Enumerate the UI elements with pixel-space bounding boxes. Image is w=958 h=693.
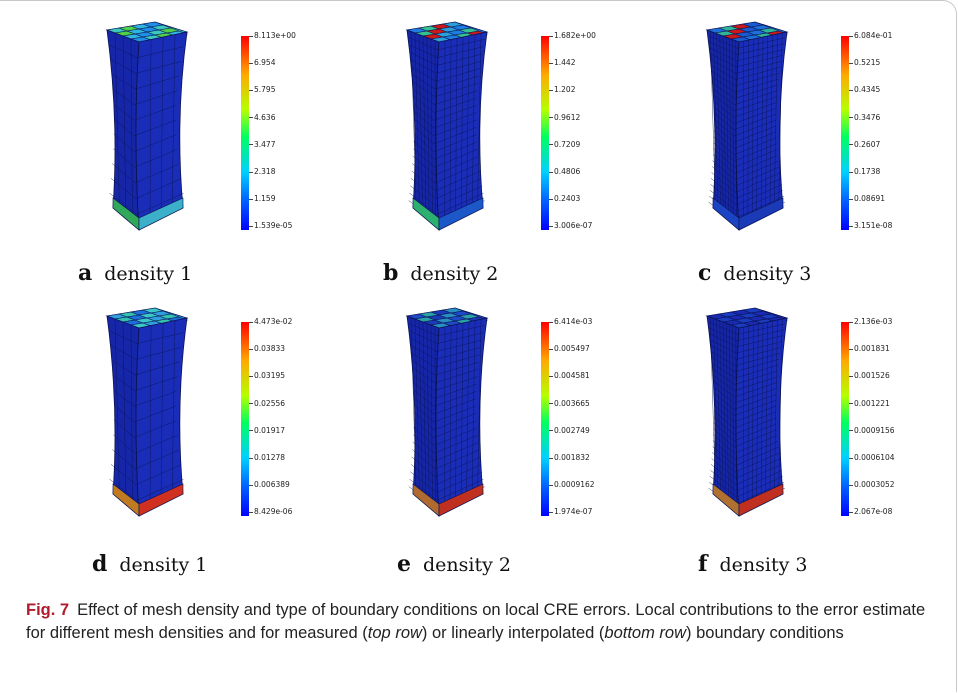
colorbar-tick-label: 1.682e+00 [549, 32, 596, 40]
panel-e: 6.414e-03 0.005497 0.004581 0.003665 0.00274… [395, 306, 695, 576]
panel-label-a: a density 1 [78, 260, 192, 286]
panel-c: 6.084e-01 0.5215 0.4345 0.3476 0.2607 0.1738 0… [695, 20, 958, 290]
colorbar-tick-label: 4.473e-02 [249, 318, 292, 326]
caption-em-bottom-row: bottom row [604, 624, 687, 642]
colorbar-d [241, 322, 249, 516]
colorbar-ticks-e: 6.414e-03 0.005497 0.004581 0.003665 0.00274… [549, 318, 619, 518]
colorbar-tick-label: 8.113e+00 [249, 32, 296, 40]
colorbar-tick-label: 1.159 [249, 195, 275, 203]
colorbar-tick-label: 0.0003052 [849, 481, 895, 489]
colorbar-tick-label: 6.414e-03 [549, 318, 592, 326]
colorbar-b [541, 36, 549, 230]
panel-label-c: c density 3 [698, 260, 811, 286]
panel-letter: e [397, 551, 411, 577]
colorbar-tick-label: 2.067e-08 [849, 508, 892, 516]
colorbar-tick-label: 2.318 [249, 168, 275, 176]
colorbar-tick-label: 0.002749 [549, 426, 590, 435]
colorbar-e [541, 322, 549, 516]
colorbar-tick-label: 0.001221 [849, 399, 890, 408]
caption-em-top-row: top row [367, 624, 422, 642]
caption-text-2: ) or linearly interpolated ( [421, 624, 605, 642]
colorbar-c [841, 36, 849, 230]
panel-label-d: d density 1 [92, 551, 207, 577]
colorbar-tick-label: 0.0009156 [849, 426, 895, 435]
colorbar-tick-label: 6.084e-01 [849, 32, 892, 40]
colorbar-tick-label: 0.03833 [249, 345, 285, 353]
caption-text-1: Effect of mesh density and type of bound… [26, 601, 926, 642]
panel-letter: b [383, 260, 399, 286]
colorbar-tick-label: 0.03195 [249, 372, 285, 380]
colorbar-tick-label: 8.429e-06 [249, 508, 292, 516]
colorbar-tick-label: 0.0006104 [849, 454, 895, 462]
colorbar-f [841, 322, 849, 516]
colorbar-tick-label: 0.006389 [249, 481, 290, 489]
colorbar-ticks-c: 6.084e-01 0.5215 0.4345 0.3476 0.2607 0.1738 0… [849, 32, 919, 232]
colorbar-ticks-a: 8.113e+00 6.954 5.795 4.636 3.477 2.318 1.159 1… [249, 32, 319, 232]
colorbar-tick-label: 0.004581 [549, 372, 590, 380]
panel-density-label: density 1 [119, 554, 208, 576]
figure-number: Fig. 7 [26, 601, 70, 619]
mesh-column-c [705, 21, 789, 231]
colorbar-tick-label: 3.477 [249, 140, 275, 149]
mesh-column-e [405, 307, 489, 517]
colorbar-tick-label: 3.006e-07 [549, 222, 592, 230]
colorbar-tick-label: 0.3476 [849, 113, 880, 122]
colorbar-tick-label: 0.001832 [549, 454, 590, 462]
panel-label-e: e density 2 [397, 551, 511, 577]
colorbar-tick-label: 0.5215 [849, 59, 880, 67]
mesh-column-d [105, 307, 189, 517]
panel-d: 4.473e-02 0.03833 0.03195 0.02556 0.01917 0.0… [95, 306, 395, 576]
panel-density-label: density 2 [410, 263, 499, 285]
panel-density-label: density 3 [723, 263, 812, 285]
caption-text-3: ) boundary conditions [686, 624, 844, 642]
panel-density-label: density 3 [719, 554, 808, 576]
colorbar-tick-label: 6.954 [249, 59, 275, 67]
panel-letter: d [92, 551, 108, 577]
mesh-column-b [405, 21, 489, 231]
panel-density-label: density 1 [104, 263, 193, 285]
colorbar-tick-label: 0.2607 [849, 140, 880, 149]
panel-a: 8.113e+00 6.954 5.795 4.636 3.477 2.318 1.159 1… [95, 20, 395, 290]
mesh-column-a [105, 21, 189, 231]
panel-label-b: b density 2 [383, 260, 498, 286]
colorbar-tick-label: 0.08691 [849, 195, 885, 203]
colorbar-tick-label: 4.636 [249, 113, 275, 122]
colorbar-tick-label: 0.001831 [849, 345, 890, 353]
colorbar-tick-label: 2.136e-03 [849, 318, 892, 326]
colorbar-tick-label: 0.2403 [549, 195, 580, 203]
colorbar-tick-label: 0.0009162 [549, 481, 595, 489]
panel-b: 1.682e+00 1.442 1.202 0.9612 0.7209 0.4806 0.2… [395, 20, 695, 290]
colorbar-ticks-f: 2.136e-03 0.001831 0.001526 0.001221 0.00091… [849, 318, 919, 518]
panel-f: 2.136e-03 0.001831 0.001526 0.001221 0.00091… [695, 306, 958, 576]
colorbar-tick-label: 0.7209 [549, 140, 580, 149]
colorbar-tick-label: 0.005497 [549, 345, 590, 353]
panel-letter: c [698, 260, 712, 286]
colorbar-tick-label: 0.1738 [849, 168, 880, 176]
colorbar-ticks-b: 1.682e+00 1.442 1.202 0.9612 0.7209 0.4806 0.2… [549, 32, 619, 232]
panel-letter: a [78, 260, 93, 286]
panel-label-f: f density 3 [698, 551, 807, 577]
figure-caption: Fig. 7 Effect of mesh density and type of… [26, 599, 941, 645]
colorbar-tick-label: 1.442 [549, 59, 575, 67]
colorbar-tick-label: 1.974e-07 [549, 508, 592, 516]
colorbar-tick-label: 0.01278 [249, 454, 285, 462]
colorbar-tick-label: 1.539e-05 [249, 222, 292, 230]
colorbar-tick-label: 0.4806 [549, 168, 580, 176]
colorbar-tick-label: 0.4345 [849, 86, 880, 94]
colorbar-tick-label: 0.02556 [249, 399, 285, 408]
colorbar-a [241, 36, 249, 230]
colorbar-ticks-d: 4.473e-02 0.03833 0.03195 0.02556 0.01917 0.0… [249, 318, 319, 518]
colorbar-tick-label: 0.003665 [549, 399, 590, 408]
colorbar-tick-label: 0.9612 [549, 113, 580, 122]
colorbar-tick-label: 0.001526 [849, 372, 890, 380]
colorbar-tick-label: 1.202 [549, 86, 575, 94]
panel-letter: f [698, 551, 708, 577]
colorbar-tick-label: 3.151e-08 [849, 222, 892, 230]
panel-density-label: density 2 [423, 554, 511, 576]
colorbar-tick-label: 0.01917 [249, 426, 285, 435]
mesh-column-f [705, 307, 789, 517]
colorbar-tick-label: 5.795 [249, 86, 275, 94]
